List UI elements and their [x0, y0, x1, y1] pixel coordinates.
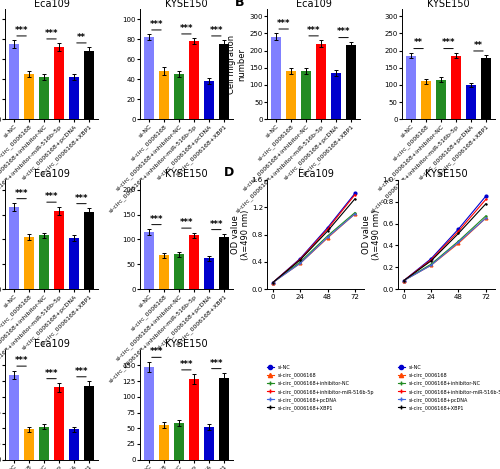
Bar [54, 47, 64, 119]
Bar [174, 423, 184, 460]
Bar [159, 425, 169, 460]
Bar [84, 212, 94, 289]
Bar [54, 387, 64, 460]
Text: ***: *** [180, 360, 193, 369]
Bar [144, 38, 154, 119]
Title: KYSE150: KYSE150 [427, 0, 470, 8]
Bar [9, 207, 19, 289]
Bar [406, 56, 416, 119]
Text: B: B [234, 0, 244, 9]
Text: ***: *** [337, 28, 350, 37]
Text: ***: *** [150, 347, 163, 356]
Bar [69, 77, 79, 119]
Bar [436, 80, 446, 119]
Text: ***: *** [307, 26, 320, 35]
Text: ***: *** [15, 356, 28, 365]
Bar [189, 379, 198, 460]
Text: **: ** [414, 38, 423, 47]
Y-axis label: OD value
(λ=490 nm): OD value (λ=490 nm) [231, 209, 250, 260]
Y-axis label: Cell migration
number: Cell migration number [227, 35, 246, 94]
Text: **: ** [474, 41, 483, 50]
Bar [204, 81, 214, 119]
Text: ***: *** [180, 218, 193, 227]
Bar [24, 430, 34, 460]
Text: ***: *** [150, 214, 163, 224]
Legend: si-NC, si-circ_0006168, si-circ_0006168+inhibitor-NC, si-circ_0006168+inhibitor-: si-NC, si-circ_0006168, si-circ_0006168+… [396, 363, 500, 413]
Bar [174, 74, 184, 119]
Bar [219, 378, 228, 460]
Title: Eca109: Eca109 [34, 169, 70, 179]
Title: KYSE150: KYSE150 [425, 169, 468, 179]
Title: KYSE150: KYSE150 [165, 339, 208, 349]
Title: Eca109: Eca109 [298, 169, 334, 179]
Bar [39, 235, 49, 289]
Text: ***: *** [45, 369, 59, 378]
Title: KYSE150: KYSE150 [165, 0, 208, 8]
Text: ***: *** [210, 26, 223, 35]
Bar [84, 51, 94, 119]
Text: **: ** [77, 33, 86, 42]
Bar [159, 256, 169, 289]
Bar [421, 82, 431, 119]
Bar [189, 41, 198, 119]
Bar [24, 237, 34, 289]
Bar [39, 77, 49, 119]
Legend: si-NC, si-circ_0006168, si-circ_0006168+inhibitor-NC, si-circ_0006168+inhibitor-: si-NC, si-circ_0006168, si-circ_0006168+… [264, 363, 376, 413]
Bar [144, 232, 154, 289]
Bar [174, 255, 184, 289]
Bar [346, 45, 356, 119]
Text: ***: *** [15, 26, 28, 35]
Title: Eca109: Eca109 [34, 339, 70, 349]
Bar [466, 85, 476, 119]
Y-axis label: OD value
(λ=490 nm): OD value (λ=490 nm) [362, 209, 381, 260]
Bar [316, 44, 326, 119]
Text: ***: *** [442, 38, 455, 47]
Bar [9, 375, 19, 460]
Bar [69, 239, 79, 289]
Bar [189, 235, 198, 289]
Text: ***: *** [210, 358, 223, 368]
Title: Eca109: Eca109 [296, 0, 332, 8]
Bar [286, 71, 296, 119]
Bar [69, 430, 79, 460]
Text: ***: *** [277, 19, 290, 28]
Text: ***: *** [74, 194, 88, 203]
Text: ***: *** [15, 189, 28, 197]
Text: ***: *** [45, 29, 59, 38]
Bar [39, 427, 49, 460]
Text: ***: *** [74, 367, 88, 376]
Bar [219, 45, 228, 119]
Bar [84, 386, 94, 460]
Text: D: D [224, 166, 234, 180]
Bar [302, 71, 311, 119]
Bar [219, 237, 228, 289]
Title: Eca109: Eca109 [34, 0, 70, 8]
Bar [204, 258, 214, 289]
Bar [272, 37, 281, 119]
Bar [451, 56, 461, 119]
Bar [204, 427, 214, 460]
Title: KYSE150: KYSE150 [165, 169, 208, 179]
Bar [481, 58, 491, 119]
Bar [24, 74, 34, 119]
Bar [144, 367, 154, 460]
Text: ***: *** [150, 20, 163, 29]
Bar [9, 45, 19, 119]
Bar [331, 73, 341, 119]
Bar [159, 71, 169, 119]
Text: ***: *** [45, 192, 59, 201]
Text: ***: *** [210, 219, 223, 228]
Text: ***: *** [180, 24, 193, 33]
Bar [54, 211, 64, 289]
